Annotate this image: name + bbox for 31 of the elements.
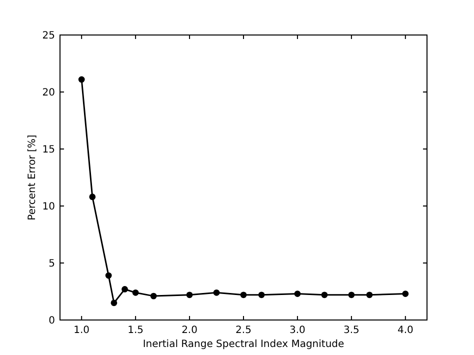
point (348, 292, 355, 298)
point (150, 292, 157, 300)
x-tick-label: 1.0 (74, 325, 90, 336)
point (78, 76, 85, 83)
point (110, 300, 118, 306)
x-tick-label: 2.0 (182, 325, 198, 336)
point (122, 286, 128, 292)
y-tick-label: 20 (42, 88, 55, 98)
y-tick-label: 5 (48, 258, 55, 270)
x-axis-title: Inertial Range Spectral Index Magnitude (142, 339, 344, 350)
point (294, 290, 301, 297)
point (186, 292, 193, 298)
y-tick-label: 0 (48, 316, 55, 326)
x-tick-label: 4.0 (397, 325, 414, 336)
y-tick-label: 10 (42, 202, 55, 212)
point (321, 292, 328, 298)
point (105, 272, 112, 279)
point (366, 292, 373, 298)
y-tick-label: 25 (42, 30, 55, 42)
point (213, 289, 220, 296)
x-tick-label: 2.5 (236, 325, 252, 336)
point (89, 194, 96, 200)
x-tick-label: 3.0 (290, 325, 306, 336)
y-axis-title: Percent Error [%] (27, 134, 38, 220)
y-tick-label: 15 (42, 144, 55, 156)
point (258, 292, 265, 298)
x-tick-label: 3.5 (343, 325, 360, 336)
point (402, 290, 409, 297)
x-tick-label: 1.5 (128, 325, 144, 336)
point (240, 292, 247, 298)
point (132, 289, 139, 296)
